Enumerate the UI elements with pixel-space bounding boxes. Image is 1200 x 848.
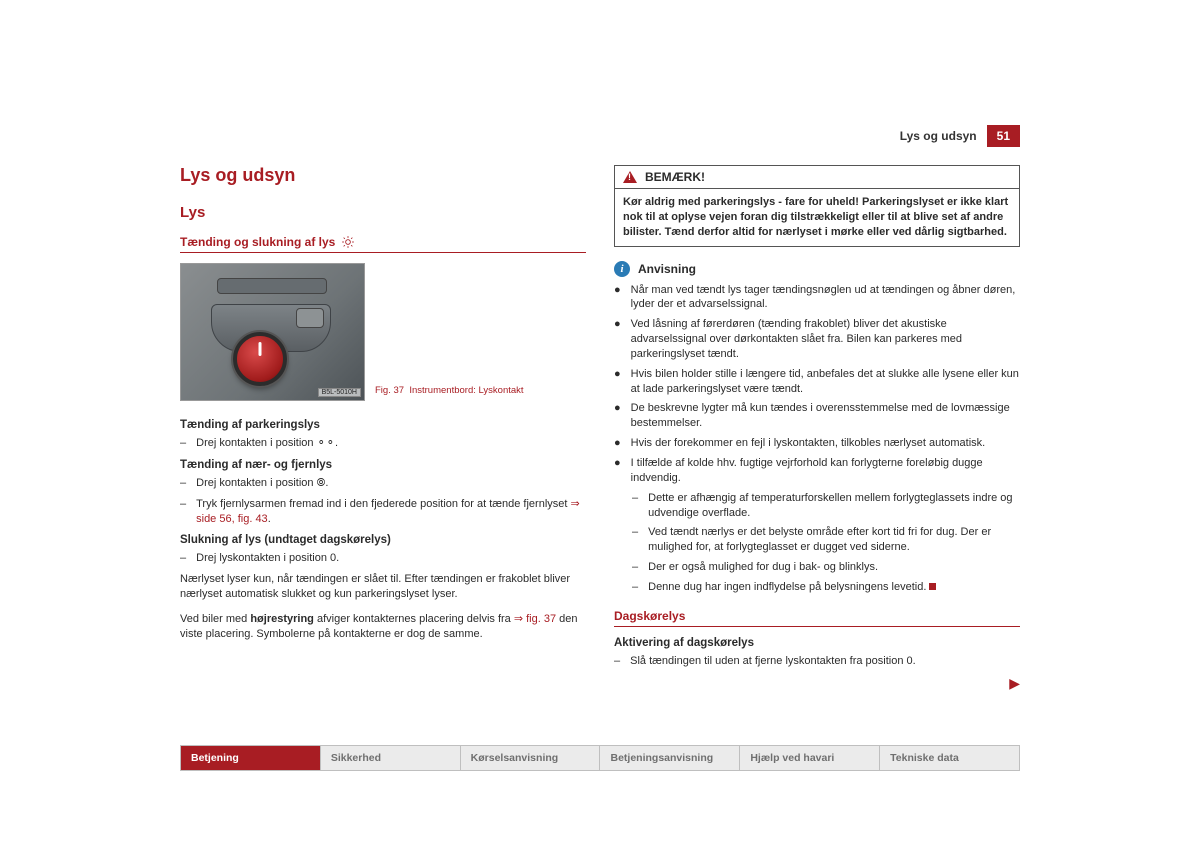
figure-image: B5L-5010H — [180, 263, 365, 401]
bullet-item: ● I tilfælde af kolde hhv. fugtige vejrfo… — [614, 456, 1020, 486]
bullet-item: ● De beskrevne lygter må kun tændes i ove… — [614, 401, 1020, 431]
bullet-text: I tilfælde af kolde hhv. fugtige vejrfor… — [631, 456, 1020, 486]
subsection-text: Tænding og slukning af lys — [180, 235, 335, 249]
bullet-item: ●Ved låsning af førerdøren (tænding frak… — [614, 317, 1020, 362]
sub-text: Dette er afhængig af temperaturforskelle… — [648, 491, 1020, 521]
tab-betjeningsanvisning[interactable]: Betjeningsanvisning — [600, 746, 740, 770]
tab-betjening[interactable]: Betjening — [181, 746, 321, 770]
instruction-text: Tryk fjernlysarmen fremad ind i den fjed… — [196, 497, 586, 527]
section-heading: Lys — [180, 204, 586, 221]
bullet-text: Hvis der forekommer en fejl i lyskontakt… — [631, 436, 986, 451]
bullet-text: De beskrevne lygter må kun tændes i over… — [631, 401, 1020, 431]
bullet-item: ● Hvis bilen holder stille i længere tid,… — [614, 367, 1020, 397]
continue-arrow-icon: ▶ — [1009, 675, 1020, 692]
dash-marker: – — [632, 560, 638, 575]
sub-text: Der er også mulighed for dug i bak- og b… — [648, 560, 878, 575]
figure-detail — [217, 278, 327, 294]
instruction-item: – Drej kontakten i position ⚬⚬. — [180, 436, 586, 451]
warning-box: BEMÆRK! Kør aldrig med parkeringslys - f… — [614, 165, 1020, 247]
dash-marker: – — [632, 525, 638, 555]
instruction-item: – Drej lyskontakten i position 0. — [180, 551, 586, 566]
info-header: i Anvisning — [614, 261, 1020, 277]
figure-caption-prefix: Fig. 37 — [375, 385, 404, 396]
header-section-title: Lys og udsyn — [900, 129, 977, 143]
subsection-heading: Dagskørelys — [614, 609, 1020, 627]
warning-header: BEMÆRK! — [615, 166, 1019, 189]
sub-text: Denne dug har ingen indflydelse på belys… — [648, 580, 936, 595]
figure-caption: Fig. 37 Instrumentbord: Lyskontakt — [375, 385, 524, 401]
sub-item: –Ved tændt nærlys er det belyste område … — [614, 525, 1020, 555]
warning-icon — [623, 171, 637, 183]
bullet-marker: ● — [614, 456, 621, 486]
figure-dial — [233, 332, 287, 386]
sub-item: –Dette er afhængig af temperaturforskell… — [614, 491, 1020, 521]
dash-marker: – — [632, 491, 638, 521]
instruction-item: – Drej kontakten i position ⦾. — [180, 476, 586, 491]
manual-page: Lys og udsyn 51 Lys og udsyn Lys Tænding… — [0, 0, 1200, 675]
para-heading: Tænding af nær- og fjernlys — [180, 459, 586, 471]
figure-detail — [296, 308, 324, 328]
figure-row: B5L-5010H Fig. 37 Instrumentbord: Lyskon… — [180, 263, 586, 401]
para-heading: Slukning af lys (undtaget dagskørelys) — [180, 534, 586, 546]
instruction-item: – Tryk fjernlysarmen fremad ind i den fj… — [180, 497, 586, 527]
bullet-text: Ved låsning af førerdøren (tænding frako… — [631, 317, 1020, 362]
bullet-marker: ● — [614, 436, 621, 451]
page-header: Lys og udsyn 51 — [900, 125, 1020, 147]
footer-tabs: Betjening Sikkerhed Kørselsanvisning Bet… — [180, 745, 1020, 771]
figure-code: B5L-5010H — [318, 388, 361, 397]
subsection-heading: Tænding og slukning af lys — [180, 235, 586, 253]
dash-marker: – — [180, 551, 186, 566]
tab-tekniske[interactable]: Tekniske data — [880, 746, 1019, 770]
bullet-marker: ● — [614, 317, 621, 362]
dash-marker: – — [180, 436, 186, 451]
bullet-marker: ● — [614, 367, 621, 397]
instruction-text: Drej kontakten i position ⚬⚬. — [196, 436, 338, 451]
sub-item: –Der er også mulighed for dug i bak- og … — [614, 560, 1020, 575]
bullet-marker: ● — [614, 283, 621, 313]
bullet-item: ● Hvis der forekommer en fejl i lyskontak… — [614, 436, 1020, 451]
info-icon: i — [614, 261, 630, 277]
light-icon — [341, 235, 355, 249]
figure-caption-text: Instrumentbord: Lyskontakt — [409, 385, 523, 396]
para-heading: Tænding af parkeringslys — [180, 419, 586, 431]
dash-marker: – — [180, 497, 186, 527]
page-number-badge: 51 — [987, 125, 1020, 147]
dash-marker: – — [180, 476, 186, 491]
sub-text: Ved tændt nærlys er det belyste område e… — [648, 525, 1020, 555]
body-paragraph: Ved biler med højrestyring afviger konta… — [180, 612, 586, 642]
tab-sikkerhed[interactable]: Sikkerhed — [321, 746, 461, 770]
para-heading: Aktivering af dagskørelys — [614, 637, 1020, 649]
end-marker-icon — [929, 583, 936, 590]
bullet-item: ● Når man ved tændt lys tager tændingsnøg… — [614, 283, 1020, 313]
tab-korselsanvisning[interactable]: Kørselsanvisning — [461, 746, 601, 770]
bullet-marker: ● — [614, 401, 621, 431]
warning-body: Kør aldrig med parkeringslys - fare for … — [615, 189, 1019, 246]
bullet-text: Når man ved tændt lys tager tændingsnøgl… — [631, 283, 1020, 313]
tab-hjaelp[interactable]: Hjælp ved havari — [740, 746, 880, 770]
instruction-text: Slå tændingen til uden at fjerne lyskont… — [630, 654, 916, 669]
dash-marker: – — [632, 580, 638, 595]
bullet-text: Hvis bilen holder stille i længere tid, … — [631, 367, 1020, 397]
dash-marker: – — [614, 654, 620, 669]
warning-title: BEMÆRK! — [645, 170, 705, 184]
info-title: Anvisning — [638, 262, 696, 276]
instruction-text: Drej kontakten i position ⦾. — [196, 476, 328, 491]
sub-item: –Denne dug har ingen indflydelse på bely… — [614, 580, 1020, 595]
instruction-text: Drej lyskontakten i position 0. — [196, 551, 339, 566]
instruction-item: – Slå tændingen til uden at fjerne lysko… — [614, 654, 1020, 669]
page-title: Lys og udsyn — [180, 165, 586, 186]
cross-ref: ⇒ fig. 37 — [514, 613, 556, 625]
content-columns: Lys og udsyn Lys Tænding og slukning af … — [180, 165, 1020, 675]
body-paragraph: Nærlyset lyser kun, når tændingen er slå… — [180, 572, 586, 602]
left-column: Lys og udsyn Lys Tænding og slukning af … — [180, 165, 586, 675]
right-column: BEMÆRK! Kør aldrig med parkeringslys - f… — [614, 165, 1020, 675]
